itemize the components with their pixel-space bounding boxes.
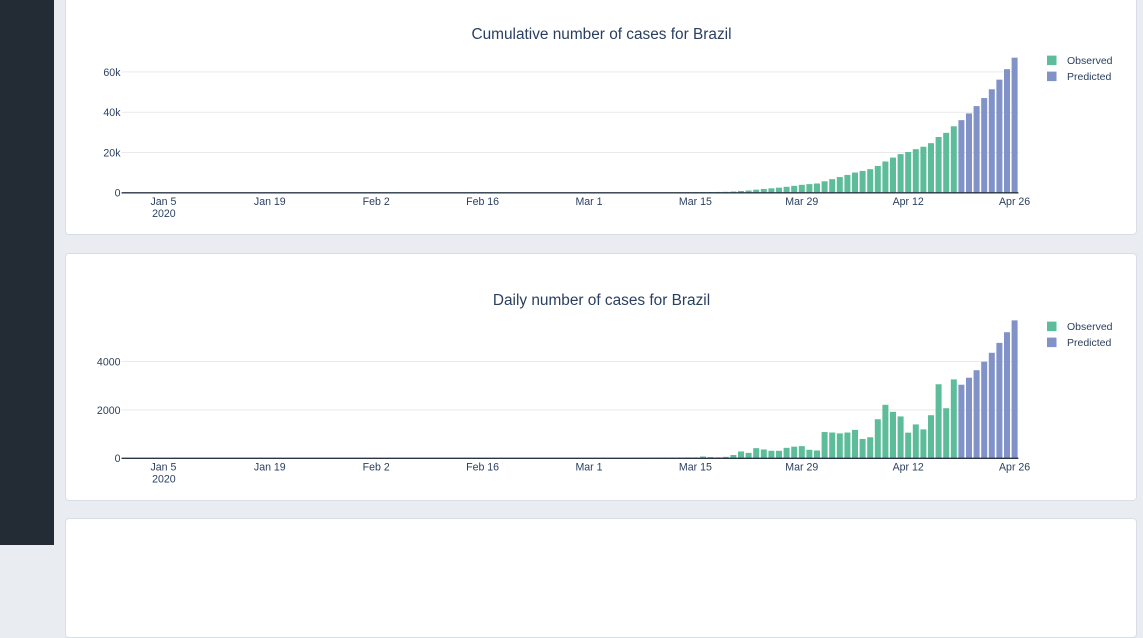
svg-text:Cumulative number of cases for: Cumulative number of cases for Brazil [471,26,731,43]
svg-text:Feb 16: Feb 16 [466,196,499,208]
svg-text:Mar 15: Mar 15 [679,462,712,474]
svg-text:Mar 1: Mar 1 [575,196,602,208]
svg-text:Apr 26: Apr 26 [999,462,1030,474]
svg-text:Apr 12: Apr 12 [893,196,924,208]
svg-text:Mar 29: Mar 29 [785,196,818,208]
svg-text:Predicted: Predicted [1067,71,1112,83]
svg-text:0: 0 [115,188,121,200]
svg-text:2020: 2020 [152,474,176,486]
svg-text:Feb 2: Feb 2 [363,196,390,208]
svg-text:Feb 2: Feb 2 [363,462,390,474]
svg-text:2020: 2020 [152,208,176,220]
svg-text:Mar 1: Mar 1 [575,462,602,474]
svg-text:Predicted: Predicted [1067,337,1112,349]
svg-text:20k: 20k [103,147,121,159]
svg-text:2000: 2000 [97,405,121,417]
svg-text:40k: 40k [103,107,121,119]
svg-text:0: 0 [115,453,121,465]
svg-text:60k: 60k [103,67,121,79]
svg-text:Jan 19: Jan 19 [254,196,286,208]
svg-text:Mar 15: Mar 15 [679,196,712,208]
svg-text:Observed: Observed [1067,321,1113,333]
svg-text:Jan 5: Jan 5 [150,462,176,474]
svg-text:Daily number of cases for Braz: Daily number of cases for Brazil [493,292,710,309]
svg-text:Apr 26: Apr 26 [999,196,1030,208]
svg-text:Apr 12: Apr 12 [893,462,924,474]
svg-text:Observed: Observed [1067,55,1113,67]
svg-text:4000: 4000 [97,356,121,368]
svg-text:Mar 29: Mar 29 [785,462,818,474]
svg-text:Feb 16: Feb 16 [466,462,499,474]
svg-text:Jan 5: Jan 5 [150,196,176,208]
svg-text:Jan 19: Jan 19 [254,462,286,474]
